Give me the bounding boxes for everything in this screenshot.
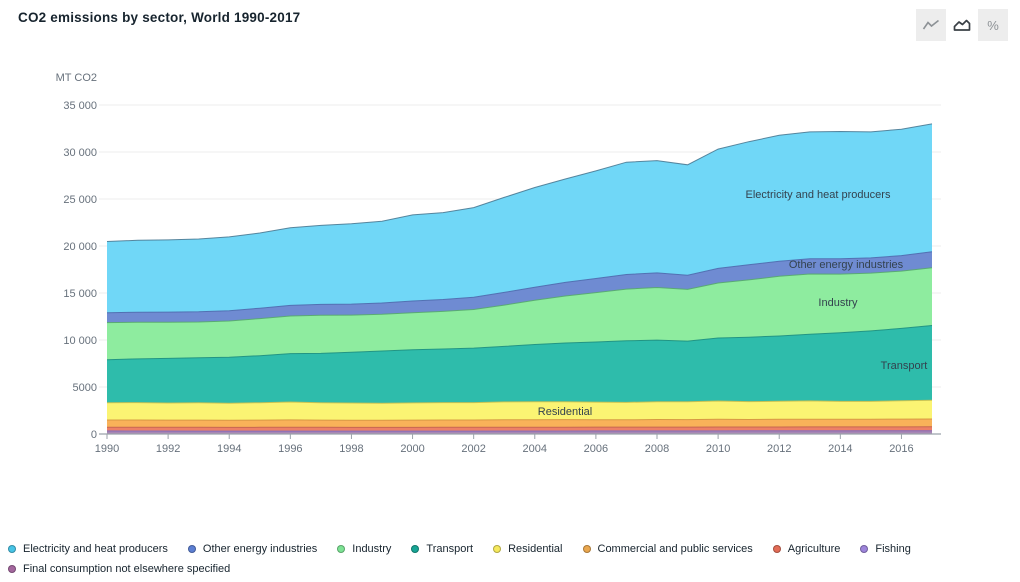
legend-dot — [187, 545, 196, 553]
area-edge-transport — [106, 325, 933, 361]
legend-label: Transport — [426, 543, 474, 555]
legend-label: Commercial and public services — [597, 543, 753, 555]
x-tick-label: 2002 — [461, 443, 485, 455]
area-edge-agriculture — [107, 426, 933, 428]
y-tick-label: 15 000 — [63, 288, 97, 300]
legend-item-commercial-and-public-services[interactable]: Commercial and public services — [582, 541, 753, 557]
x-tick-label: 2000 — [400, 443, 424, 455]
legend-item-fishing[interactable]: Fishing — [860, 541, 911, 557]
line-chart-icon — [922, 18, 940, 32]
area-label: Electricity and heat producers — [746, 189, 891, 201]
area-chart-icon — [953, 18, 971, 32]
legend-label: Fishing — [875, 543, 911, 555]
y-tick-label: 25 000 — [63, 194, 97, 206]
area-transport — [107, 325, 932, 404]
area-industry — [107, 267, 932, 360]
legend-label: Agriculture — [787, 543, 841, 555]
area-label: Residential — [538, 406, 592, 418]
area-edge-industry — [106, 267, 933, 324]
legend-dot — [337, 545, 346, 553]
y-tick-label: 5000 — [73, 382, 97, 394]
legend-dot — [860, 545, 869, 553]
line-chart-toggle-button[interactable] — [916, 9, 946, 41]
area-agriculture — [107, 426, 932, 432]
x-tick-label: 1996 — [278, 443, 302, 455]
y-axis-unit-label: MT CO2 — [56, 72, 97, 84]
x-tick-label: 1992 — [156, 443, 180, 455]
chart-type-toolbar: % — [915, 9, 1008, 41]
legend-dot — [582, 545, 591, 553]
x-tick-label: 2012 — [767, 443, 791, 455]
x-tick-label: 1998 — [339, 443, 363, 455]
y-tick-label: 10 000 — [63, 335, 97, 347]
legend-item-residential[interactable]: Residential — [493, 541, 563, 557]
legend-label: Residential — [508, 543, 563, 555]
area-label: Industry — [818, 297, 858, 309]
y-tick-label: 20 000 — [63, 241, 97, 253]
legend-label: Other energy industries — [202, 543, 318, 555]
legend-label: Electricity and heat producers — [23, 543, 168, 555]
legend-item-final-consumption-not-elsewhere-specified[interactable]: Final consumption not elsewhere specifie… — [8, 561, 230, 577]
x-tick-label: 2008 — [645, 443, 669, 455]
x-tick-label: 1990 — [95, 443, 119, 455]
y-tick-label: 35 000 — [63, 100, 97, 112]
area-edge-other-energy-industries — [106, 251, 933, 314]
area-electricity-and-heat-producers — [107, 123, 932, 313]
area-label: Transport — [881, 360, 928, 372]
x-tick-label: 2006 — [584, 443, 608, 455]
area-chart-toggle-button[interactable] — [947, 9, 977, 41]
page-title: CO2 emissions by sector, World 1990-2017 — [18, 10, 301, 25]
x-tick-label: 2010 — [706, 443, 730, 455]
area-label: Other energy industries — [789, 259, 904, 271]
percent-icon: % — [987, 17, 999, 33]
legend-dot — [8, 565, 16, 573]
legend-dot — [411, 545, 420, 553]
legend-item-transport[interactable]: Transport — [411, 541, 473, 557]
area-edge-electricity-and-heat-producers — [106, 123, 933, 242]
legend-item-electricity-and-heat-producers[interactable]: Electricity and heat producers — [8, 541, 168, 557]
area-residential — [107, 400, 932, 421]
legend-dot — [772, 545, 781, 553]
legend: Electricity and heat producers Other ener… — [8, 541, 1012, 577]
x-tick-label: 2014 — [828, 443, 852, 455]
area-edge-commercial-and-public-services — [107, 418, 933, 421]
x-tick-label: 2016 — [889, 443, 913, 455]
x-tick-label: 2004 — [523, 443, 547, 455]
legend-label: Industry — [352, 543, 392, 555]
y-tick-label: 30 000 — [63, 147, 97, 159]
area-edge-residential — [106, 399, 933, 404]
x-tick-label: 1994 — [217, 443, 241, 455]
area-commercial-and-public-services — [107, 419, 932, 428]
legend-label: Final consumption not elsewhere specifie… — [23, 563, 231, 575]
legend-item-agriculture[interactable]: Agriculture — [772, 541, 841, 557]
legend-dot — [493, 545, 502, 553]
legend-item-industry[interactable]: Industry — [337, 541, 391, 557]
y-tick-label: 0 — [91, 429, 97, 441]
stacked-area-chart: 0 5000 10 000 15 000 20 000 25 000 30 000 35 00… — [56, 72, 941, 455]
legend-dot — [8, 545, 16, 553]
percent-toggle-button[interactable]: % — [978, 9, 1008, 41]
legend-item-other-energy-industries[interactable]: Other energy industries — [187, 541, 318, 557]
